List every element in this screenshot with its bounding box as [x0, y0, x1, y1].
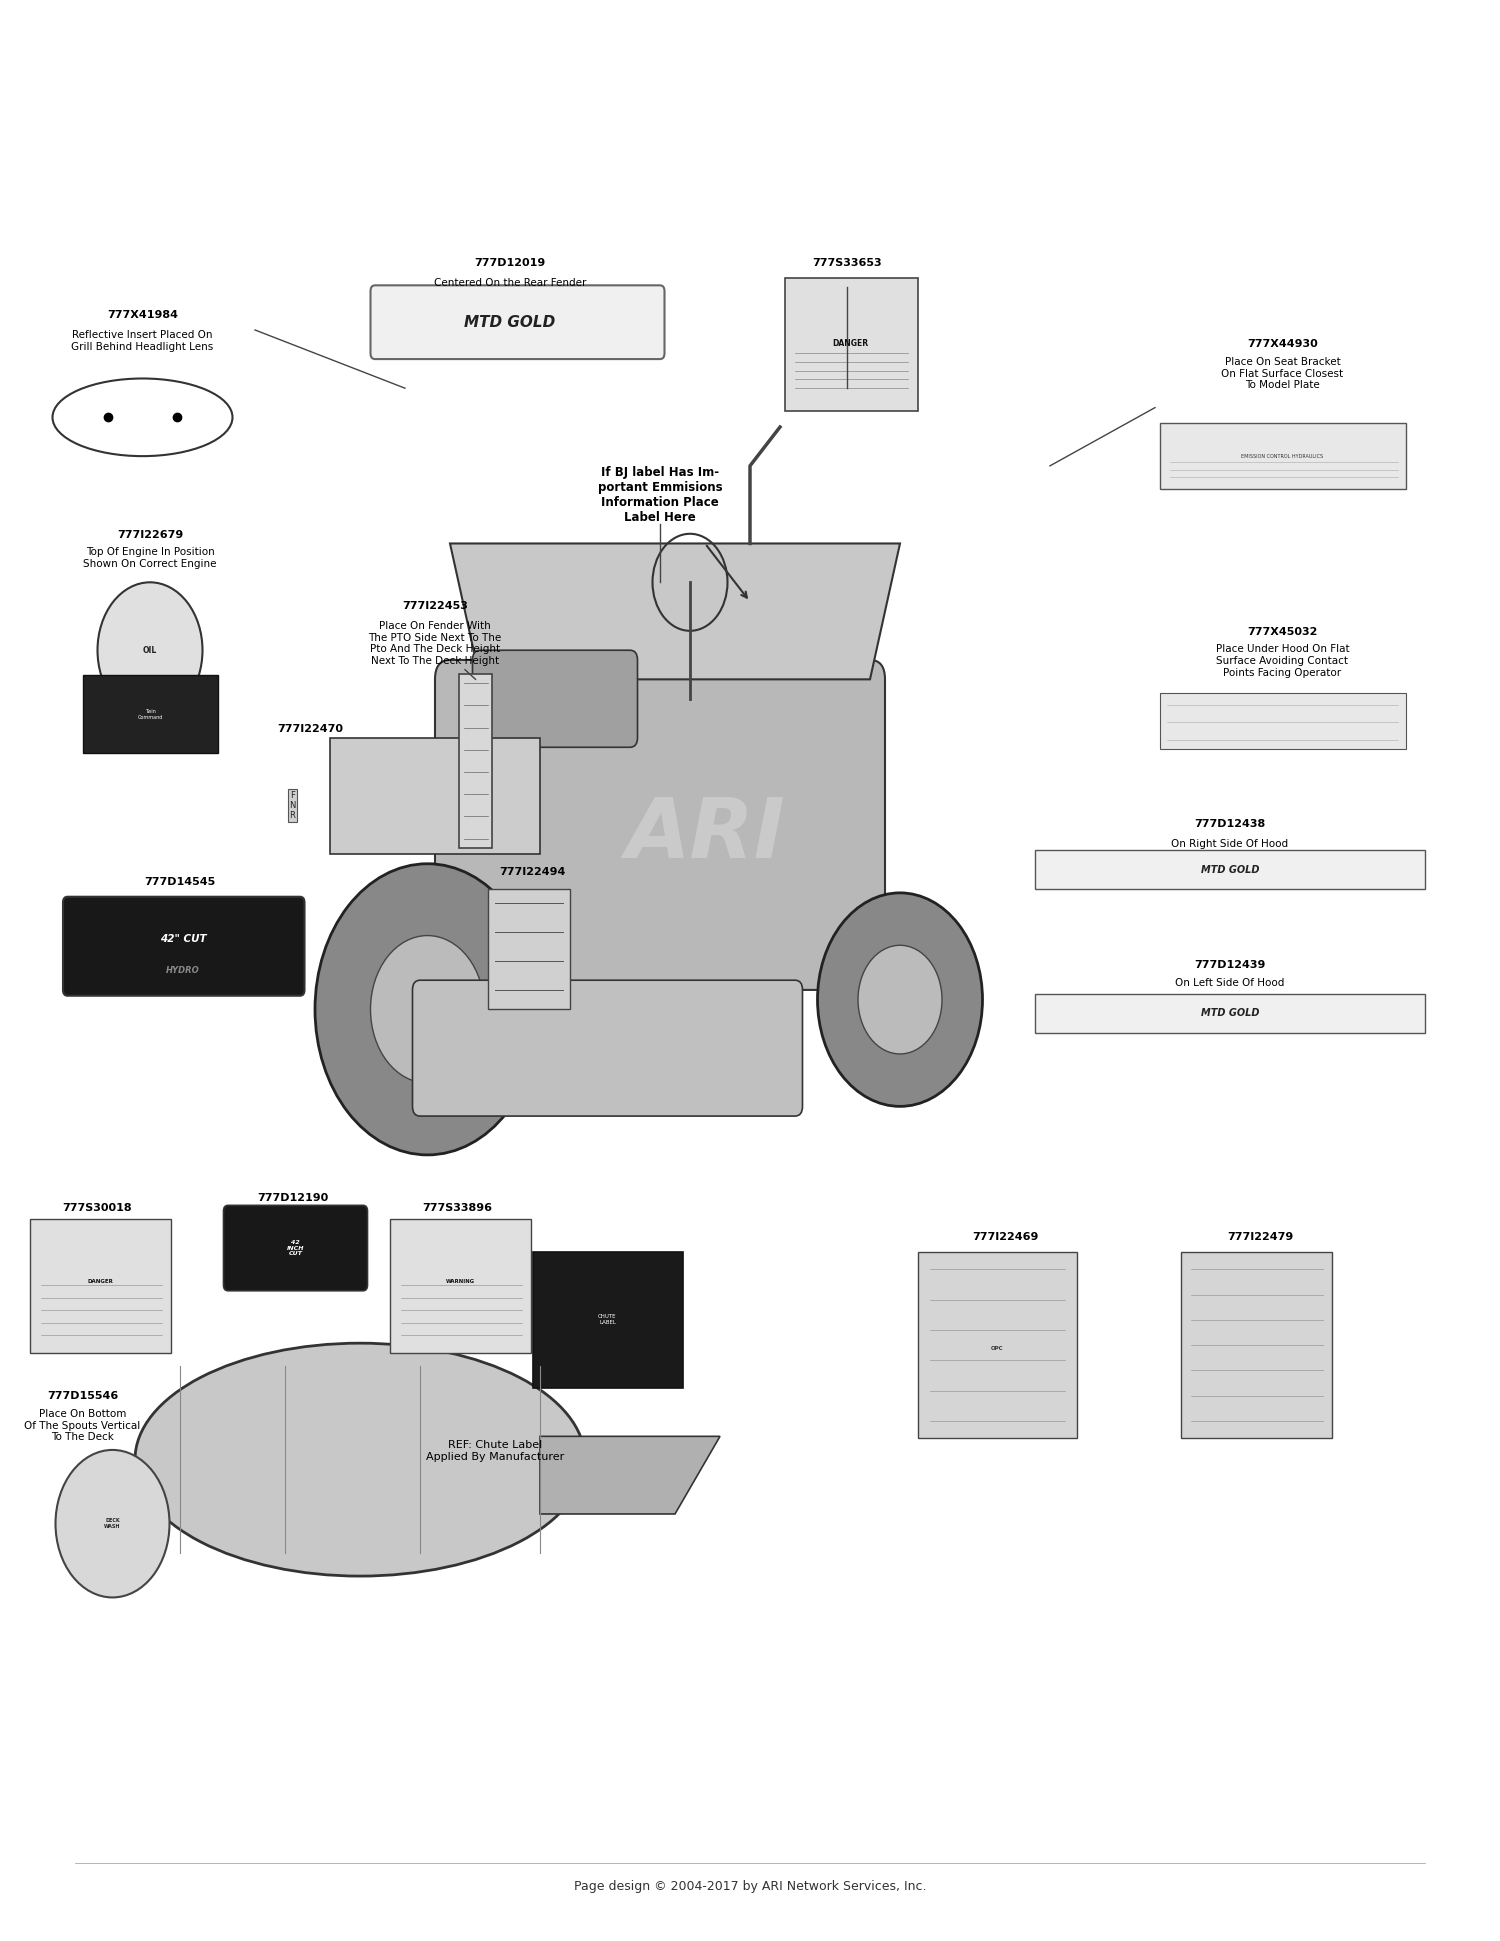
Text: 777X44930: 777X44930 — [1246, 340, 1318, 349]
FancyBboxPatch shape — [472, 650, 638, 747]
FancyBboxPatch shape — [1180, 1252, 1332, 1438]
Text: 777I22470: 777I22470 — [278, 724, 344, 734]
Text: On Right Side Of Hood: On Right Side Of Hood — [1172, 839, 1288, 848]
Text: 777S33896: 777S33896 — [423, 1203, 492, 1213]
Text: DECK
WASH: DECK WASH — [104, 1518, 120, 1530]
FancyBboxPatch shape — [918, 1252, 1077, 1438]
Text: ARI: ARI — [626, 794, 784, 875]
Circle shape — [315, 864, 540, 1155]
Text: MTD GOLD: MTD GOLD — [1200, 1007, 1260, 1019]
Text: Centered On the Rear Fender: Centered On the Rear Fender — [433, 278, 586, 287]
Ellipse shape — [53, 378, 232, 456]
FancyBboxPatch shape — [30, 1219, 171, 1353]
Text: On Left Side Of Hood: On Left Side Of Hood — [1176, 978, 1284, 988]
Text: 777X41984: 777X41984 — [106, 311, 178, 320]
Bar — [459, 674, 492, 848]
Text: 42" CUT: 42" CUT — [159, 934, 207, 945]
Text: 777D12438: 777D12438 — [1194, 819, 1266, 829]
Polygon shape — [540, 1436, 720, 1514]
Text: 777D12439: 777D12439 — [1194, 961, 1266, 970]
Text: 777I22453: 777I22453 — [402, 602, 468, 611]
FancyBboxPatch shape — [63, 897, 304, 996]
Text: 777X45032: 777X45032 — [1248, 627, 1317, 637]
Text: 777D12190: 777D12190 — [256, 1194, 328, 1203]
Text: Twin
Command: Twin Command — [138, 708, 162, 720]
Text: F
N
R: F N R — [290, 790, 296, 821]
Text: 777S33653: 777S33653 — [813, 258, 882, 268]
FancyBboxPatch shape — [435, 660, 885, 990]
Text: OPC: OPC — [992, 1347, 1004, 1351]
Text: Reflective Insert Placed On
Grill Behind Headlight Lens: Reflective Insert Placed On Grill Behind… — [72, 330, 213, 351]
FancyBboxPatch shape — [784, 278, 918, 411]
Bar — [488, 889, 570, 1009]
Text: Place On Seat Bracket
On Flat Surface Closest
To Model Plate: Place On Seat Bracket On Flat Surface Cl… — [1221, 357, 1344, 390]
Bar — [532, 1252, 682, 1388]
Text: Place On Bottom
Of The Spouts Vertical
To The Deck: Place On Bottom Of The Spouts Vertical T… — [24, 1409, 141, 1442]
Text: If BJ label Has Im-
portant Emmisions
Information Place
Label Here: If BJ label Has Im- portant Emmisions In… — [597, 466, 723, 524]
Text: 777I22679: 777I22679 — [117, 530, 183, 540]
Text: DANGER: DANGER — [833, 340, 868, 347]
Bar — [1035, 994, 1425, 1033]
Text: Place Under Hood On Flat
Surface Avoiding Contact
Points Facing Operator: Place Under Hood On Flat Surface Avoidin… — [1215, 644, 1350, 677]
Text: 777I22479: 777I22479 — [1227, 1233, 1293, 1242]
Text: 777I22469: 777I22469 — [972, 1233, 1038, 1242]
FancyBboxPatch shape — [413, 980, 802, 1116]
FancyBboxPatch shape — [390, 1219, 531, 1353]
Bar — [82, 675, 218, 753]
Polygon shape — [330, 738, 540, 854]
Text: DANGER: DANGER — [87, 1279, 114, 1283]
Text: 777S30018: 777S30018 — [63, 1203, 132, 1213]
Text: WARNING: WARNING — [446, 1279, 476, 1283]
Text: 777I22494: 777I22494 — [500, 868, 566, 877]
Text: 777D12019: 777D12019 — [474, 258, 546, 268]
FancyBboxPatch shape — [224, 1205, 368, 1291]
Text: 777D15546: 777D15546 — [46, 1392, 118, 1401]
Circle shape — [818, 893, 983, 1106]
Circle shape — [858, 945, 942, 1054]
Text: EMISSION CONTROL HYDRAULICS: EMISSION CONTROL HYDRAULICS — [1242, 454, 1323, 458]
Text: HYDRO: HYDRO — [166, 967, 200, 974]
FancyBboxPatch shape — [1160, 693, 1406, 749]
Text: Page design © 2004-2017 by ARI Network Services, Inc.: Page design © 2004-2017 by ARI Network S… — [573, 1881, 926, 1892]
Text: 42
INCH
CUT: 42 INCH CUT — [286, 1240, 304, 1256]
Text: Top Of Engine In Position
Shown On Correct Engine: Top Of Engine In Position Shown On Corre… — [84, 547, 216, 569]
Text: MTD GOLD: MTD GOLD — [1200, 864, 1260, 875]
Polygon shape — [450, 543, 900, 679]
Circle shape — [98, 582, 202, 718]
FancyBboxPatch shape — [370, 285, 664, 359]
Text: Place On Fender With
The PTO Side Next To The
Pto And The Deck Height
Next To Th: Place On Fender With The PTO Side Next T… — [369, 621, 501, 666]
Text: MTD GOLD: MTD GOLD — [465, 314, 555, 330]
Text: REF: Chute Label
Applied By Manufacturer: REF: Chute Label Applied By Manufacturer — [426, 1440, 564, 1462]
FancyBboxPatch shape — [1160, 423, 1406, 489]
Circle shape — [56, 1450, 170, 1597]
Bar — [1035, 850, 1425, 889]
Ellipse shape — [135, 1343, 585, 1576]
Text: CHUTE
LABEL: CHUTE LABEL — [598, 1314, 616, 1326]
Text: 777D14545: 777D14545 — [144, 877, 216, 887]
Circle shape — [370, 936, 484, 1083]
Text: OIL: OIL — [142, 646, 158, 654]
